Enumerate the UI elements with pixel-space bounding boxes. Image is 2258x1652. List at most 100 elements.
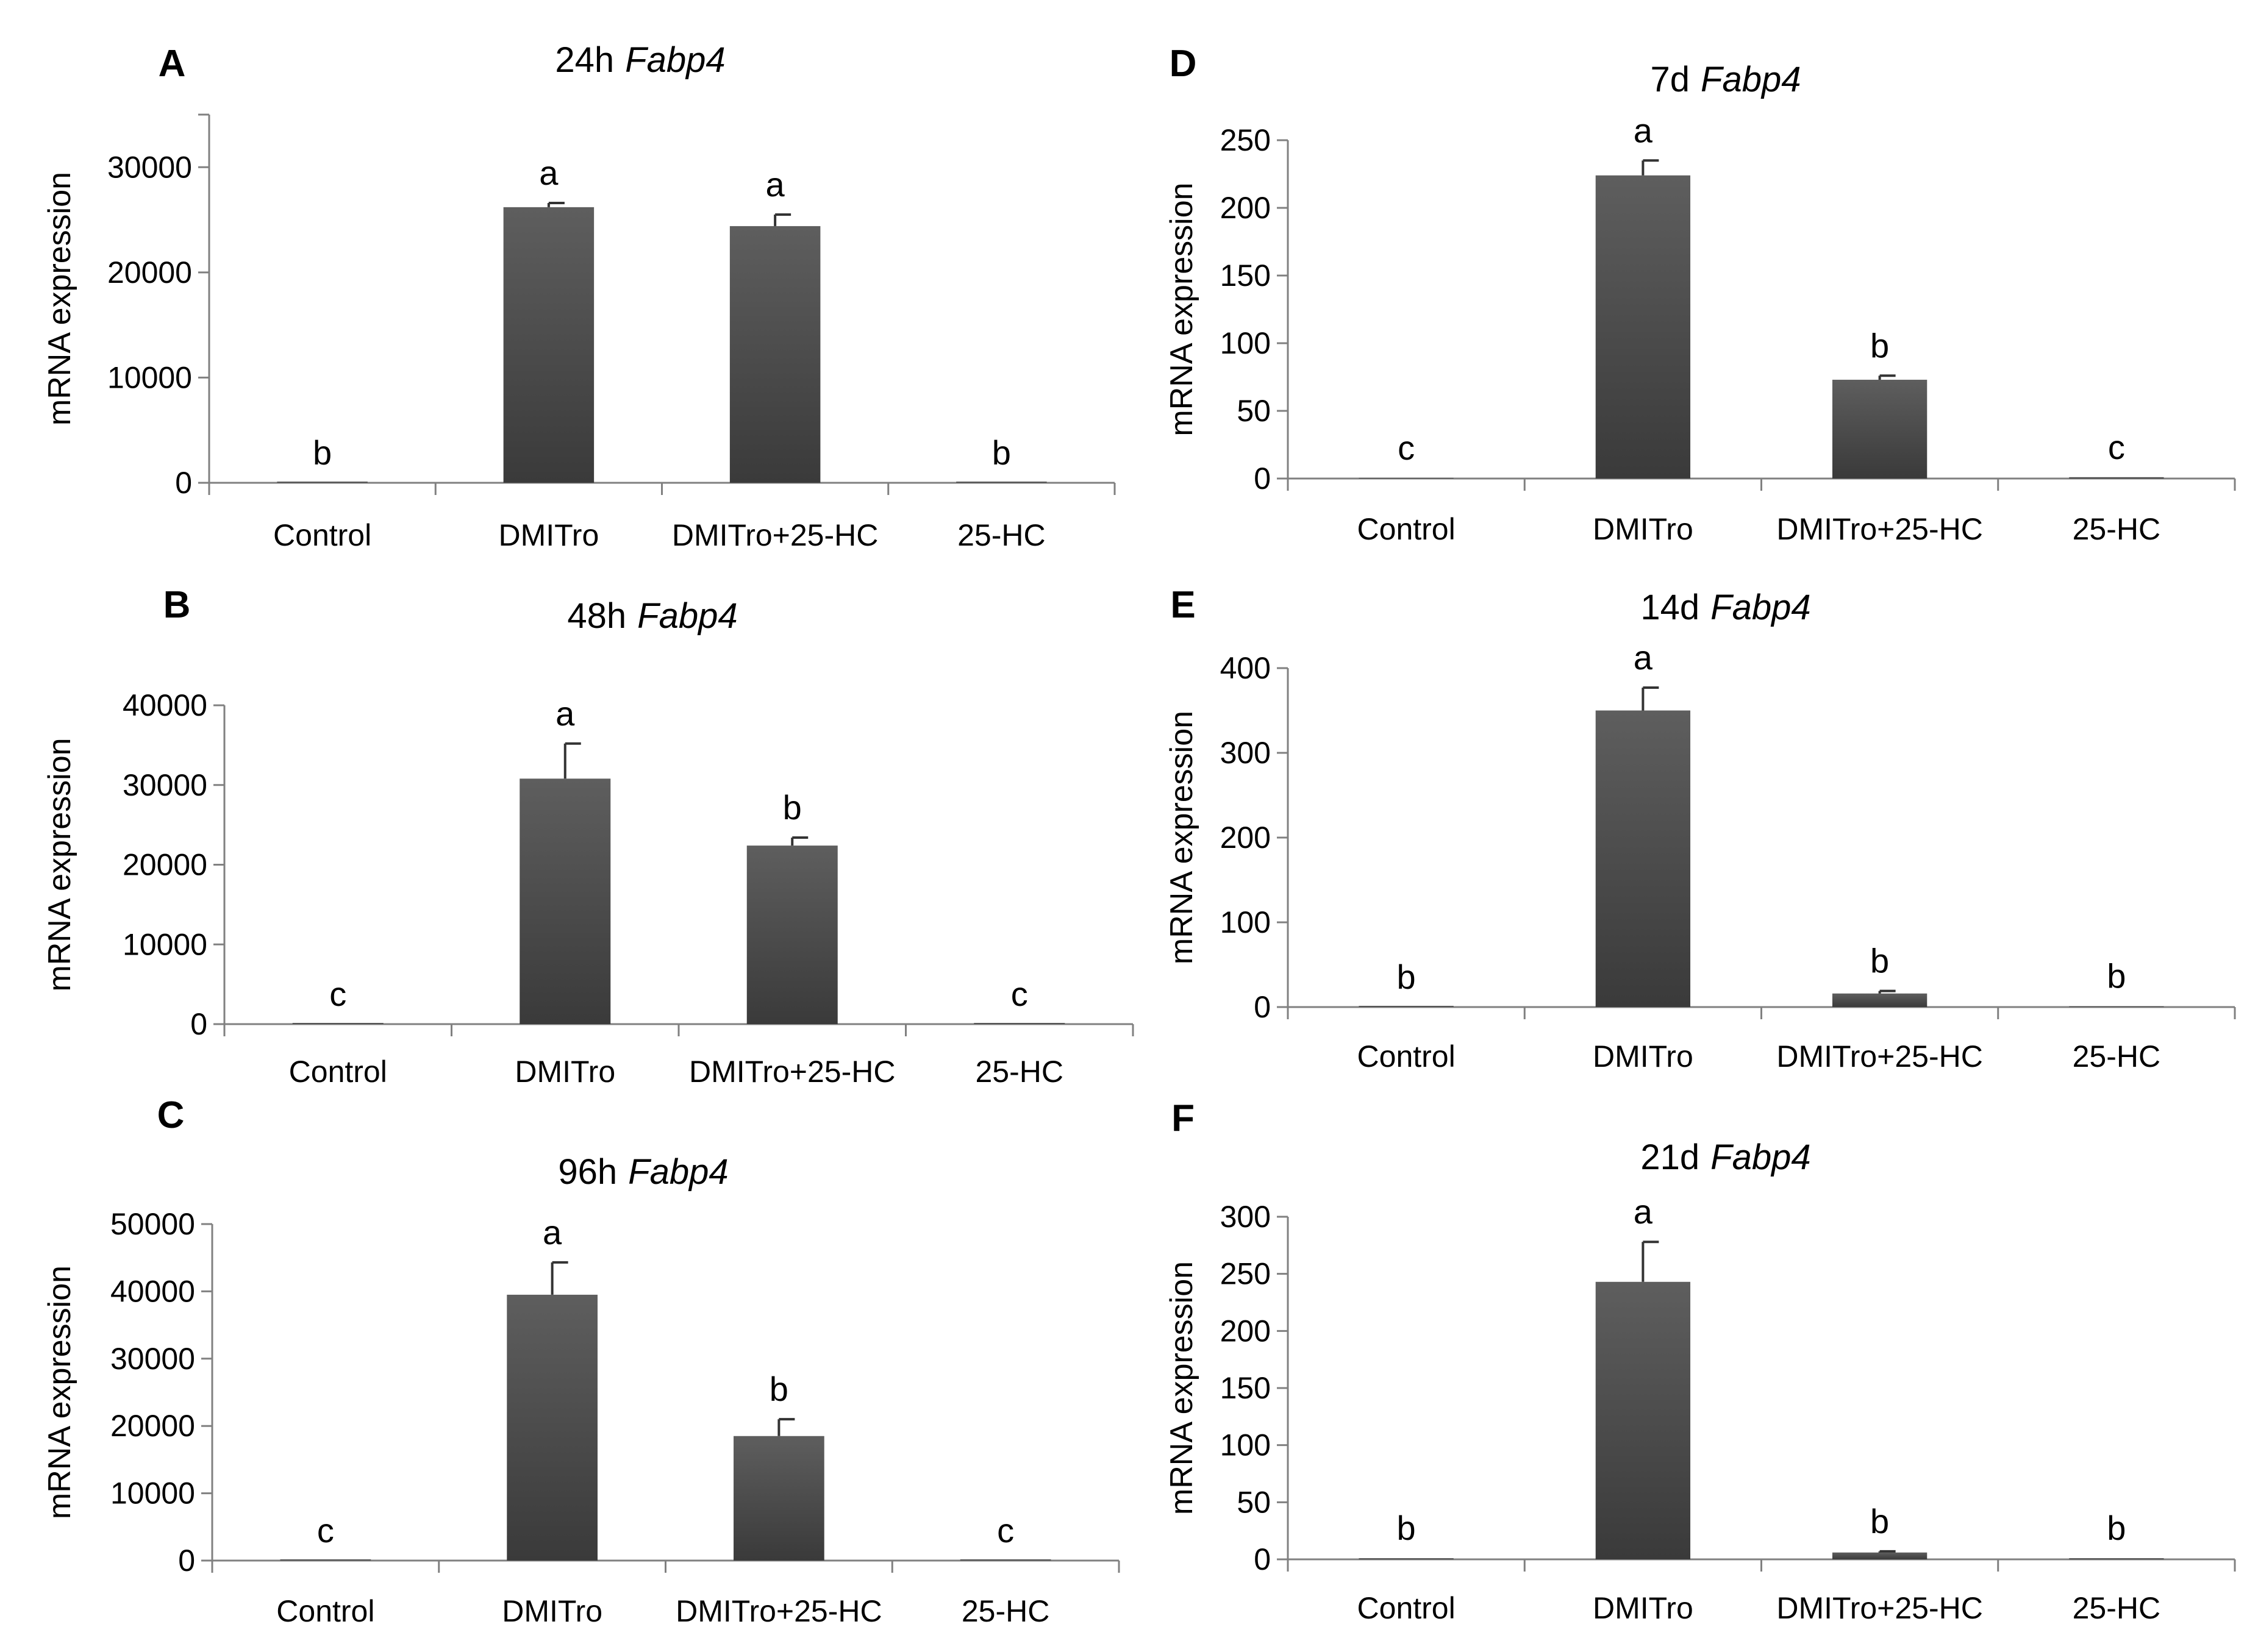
significance-letter: a bbox=[556, 694, 575, 733]
y-tick-label: 30000 bbox=[110, 1342, 195, 1376]
significance-letter: c bbox=[1011, 975, 1028, 1013]
x-tick-label: Control bbox=[1357, 1591, 1456, 1625]
significance-letter: b bbox=[992, 433, 1011, 472]
bar bbox=[1359, 477, 1454, 479]
y-tick-label: 200 bbox=[1220, 821, 1271, 855]
chart-title-gene: Fabp4 bbox=[1701, 60, 1801, 99]
chart-title-time: 14d bbox=[1640, 588, 1699, 627]
y-tick-label: 30000 bbox=[107, 150, 192, 184]
y-tick-label: 40000 bbox=[110, 1274, 195, 1308]
x-tick-label: DMITro bbox=[502, 1594, 602, 1628]
panel-b: B 48h Fabp4 mRNA expression 0 10000 20000 30000… bbox=[42, 584, 1134, 1089]
y-tick-label: 0 bbox=[1254, 461, 1271, 496]
chart-title: 21d Fabp4 bbox=[1640, 1138, 1810, 1177]
panel-f: F 21d Fabp4 mRNA expression 0 50 100 150 200 250 3… bbox=[1164, 1097, 2236, 1625]
chart-title-gene: Fabp4 bbox=[637, 596, 737, 636]
y-axis-label: mRNA expression bbox=[1164, 1261, 1199, 1515]
y-tick-label: 300 bbox=[1220, 1200, 1271, 1234]
chart-title-time: 24h bbox=[555, 40, 614, 80]
bar bbox=[1359, 1558, 1454, 1559]
significance-letter: c bbox=[997, 1511, 1014, 1550]
significance-letter: b bbox=[1397, 958, 1416, 996]
bar bbox=[503, 207, 595, 483]
bar bbox=[520, 778, 611, 1024]
bar bbox=[746, 846, 838, 1024]
y-tick-label: 50 bbox=[1237, 394, 1271, 428]
significance-letter: c bbox=[329, 975, 346, 1013]
significance-letter: a bbox=[766, 165, 785, 204]
bar bbox=[2069, 477, 2164, 479]
chart-title-time: 96h bbox=[558, 1152, 617, 1192]
x-tick-label: 25-HC bbox=[976, 1055, 1063, 1089]
y-tick-label: 100 bbox=[1220, 1428, 1271, 1462]
x-tick-label: DMITro+25-HC bbox=[689, 1055, 895, 1089]
x-tick-label: DMITro+25-HC bbox=[1776, 1039, 1982, 1073]
y-tick-label: 300 bbox=[1220, 736, 1271, 770]
y-tick-label: 200 bbox=[1220, 1314, 1271, 1348]
bar bbox=[1832, 993, 1928, 1007]
x-tick-label: 25-HC bbox=[957, 518, 1045, 552]
x-tick-label: DMITro bbox=[1593, 1039, 1693, 1073]
x-tick-label: DMITro bbox=[1593, 512, 1693, 546]
x-tick-label: DMITro+25-HC bbox=[676, 1594, 882, 1628]
y-tick-label: 400 bbox=[1220, 651, 1271, 685]
panel-letter: D bbox=[1170, 43, 1197, 85]
bar bbox=[1595, 710, 1691, 1007]
significance-letter: b bbox=[1397, 1509, 1416, 1547]
bar bbox=[1832, 379, 1928, 479]
y-tick-label: 0 bbox=[1254, 990, 1271, 1024]
x-tick-label: DMITro bbox=[515, 1055, 615, 1089]
significance-letter: a bbox=[539, 154, 559, 192]
significance-letter: b bbox=[2107, 1509, 2126, 1547]
x-tick-label: 25-HC bbox=[962, 1594, 1049, 1628]
chart-title-gene: Fabp4 bbox=[1710, 588, 1810, 627]
y-tick-label: 20000 bbox=[107, 255, 192, 290]
significance-letter: c bbox=[1398, 429, 1415, 467]
y-axis-label: mRNA expression bbox=[1164, 182, 1199, 436]
significance-letter: b bbox=[1870, 326, 1889, 365]
y-tick-label: 0 bbox=[178, 1543, 195, 1578]
chart-title-gene: Fabp4 bbox=[625, 40, 725, 80]
y-tick-label: 0 bbox=[1254, 1542, 1271, 1576]
y-tick-label: 100 bbox=[1220, 326, 1271, 360]
y-tick-label: 10000 bbox=[123, 927, 207, 961]
y-tick-label: 40000 bbox=[123, 688, 207, 722]
y-tick-label: 0 bbox=[175, 466, 192, 500]
y-axis-label: mRNA expression bbox=[42, 172, 77, 425]
bar bbox=[729, 226, 821, 483]
y-tick-label: 100 bbox=[1220, 905, 1271, 939]
y-tick-label: 150 bbox=[1220, 258, 1271, 293]
y-tick-label: 150 bbox=[1220, 1371, 1271, 1405]
y-tick-label: 30000 bbox=[123, 768, 207, 802]
x-tick-label: Control bbox=[289, 1055, 387, 1089]
panel-c: C 96h Fabp4 mRNA expression 0 10000 20000 30000… bbox=[42, 1094, 1120, 1628]
x-tick-label: 25-HC bbox=[2073, 512, 2160, 546]
y-tick-label: 250 bbox=[1220, 1257, 1271, 1291]
x-tick-label: Control bbox=[276, 1594, 374, 1628]
bar bbox=[734, 1436, 824, 1561]
significance-letter: c bbox=[317, 1511, 334, 1550]
x-tick-label: Control bbox=[1357, 1039, 1456, 1073]
significance-letter: b bbox=[2107, 957, 2126, 995]
y-axis-label: mRNA expression bbox=[42, 738, 77, 991]
chart-title-time: 48h bbox=[567, 596, 626, 636]
y-tick-label: 10000 bbox=[110, 1476, 195, 1511]
x-tick-label: DMITro+25-HC bbox=[672, 518, 878, 552]
significance-letter: b bbox=[783, 788, 802, 827]
y-tick-label: 20000 bbox=[123, 848, 207, 882]
x-tick-label: 25-HC bbox=[2073, 1591, 2160, 1625]
significance-letter: a bbox=[543, 1213, 562, 1251]
x-tick-label: DMITro bbox=[1593, 1591, 1693, 1625]
y-tick-label: 50 bbox=[1237, 1485, 1271, 1519]
y-tick-label: 50000 bbox=[110, 1207, 195, 1241]
bar bbox=[2069, 1006, 2164, 1007]
bar bbox=[1595, 175, 1691, 479]
chart-title-gene: Fabp4 bbox=[1710, 1138, 1810, 1177]
panel-e: E 14d Fabp4 mRNA expression 0 100 200 300 400 b Co… bbox=[1164, 584, 2236, 1073]
significance-letter: a bbox=[1634, 1192, 1653, 1231]
significance-letter: b bbox=[770, 1370, 788, 1408]
x-tick-label: Control bbox=[1357, 512, 1456, 546]
panel-letter: B bbox=[163, 584, 191, 626]
y-tick-label: 20000 bbox=[110, 1409, 195, 1443]
